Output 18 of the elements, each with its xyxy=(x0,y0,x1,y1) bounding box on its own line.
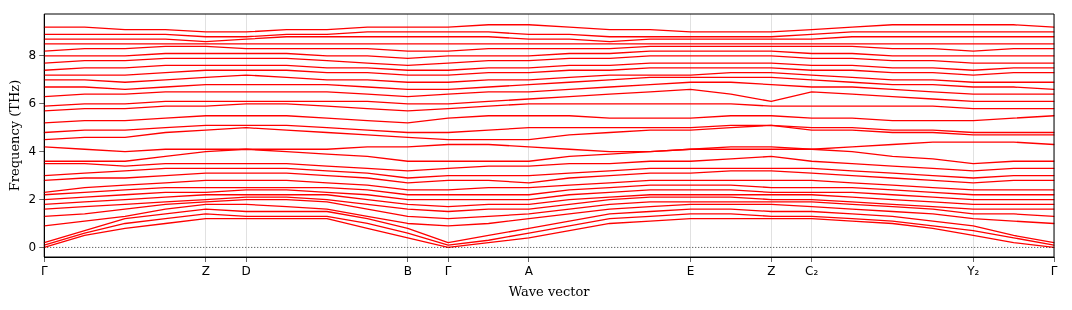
y-tick-label: 8 xyxy=(28,48,37,63)
y-axis-title: Frequency (THz) xyxy=(7,79,23,192)
x-tick-label: B xyxy=(403,264,412,279)
x-tick-label: E xyxy=(686,264,695,279)
y-tick-label: 6 xyxy=(28,95,37,110)
x-tick-label: Γ xyxy=(1050,264,1058,279)
x-tick-label: Z xyxy=(201,264,210,279)
x-tick-label: Y₂ xyxy=(966,264,980,279)
x-axis-title: Wave vector xyxy=(508,283,591,299)
y-tick-label: 4 xyxy=(28,143,37,158)
x-tick-label: Z xyxy=(767,264,776,279)
x-tick-label: A xyxy=(524,264,534,279)
y-tick-label: 0 xyxy=(28,239,37,254)
x-tick-label: C₂ xyxy=(805,264,819,279)
x-tick-label: D xyxy=(241,264,251,279)
x-tick-label: Γ xyxy=(444,264,452,279)
x-tick-label: Γ xyxy=(40,264,48,279)
y-tick-label: 2 xyxy=(28,191,37,206)
